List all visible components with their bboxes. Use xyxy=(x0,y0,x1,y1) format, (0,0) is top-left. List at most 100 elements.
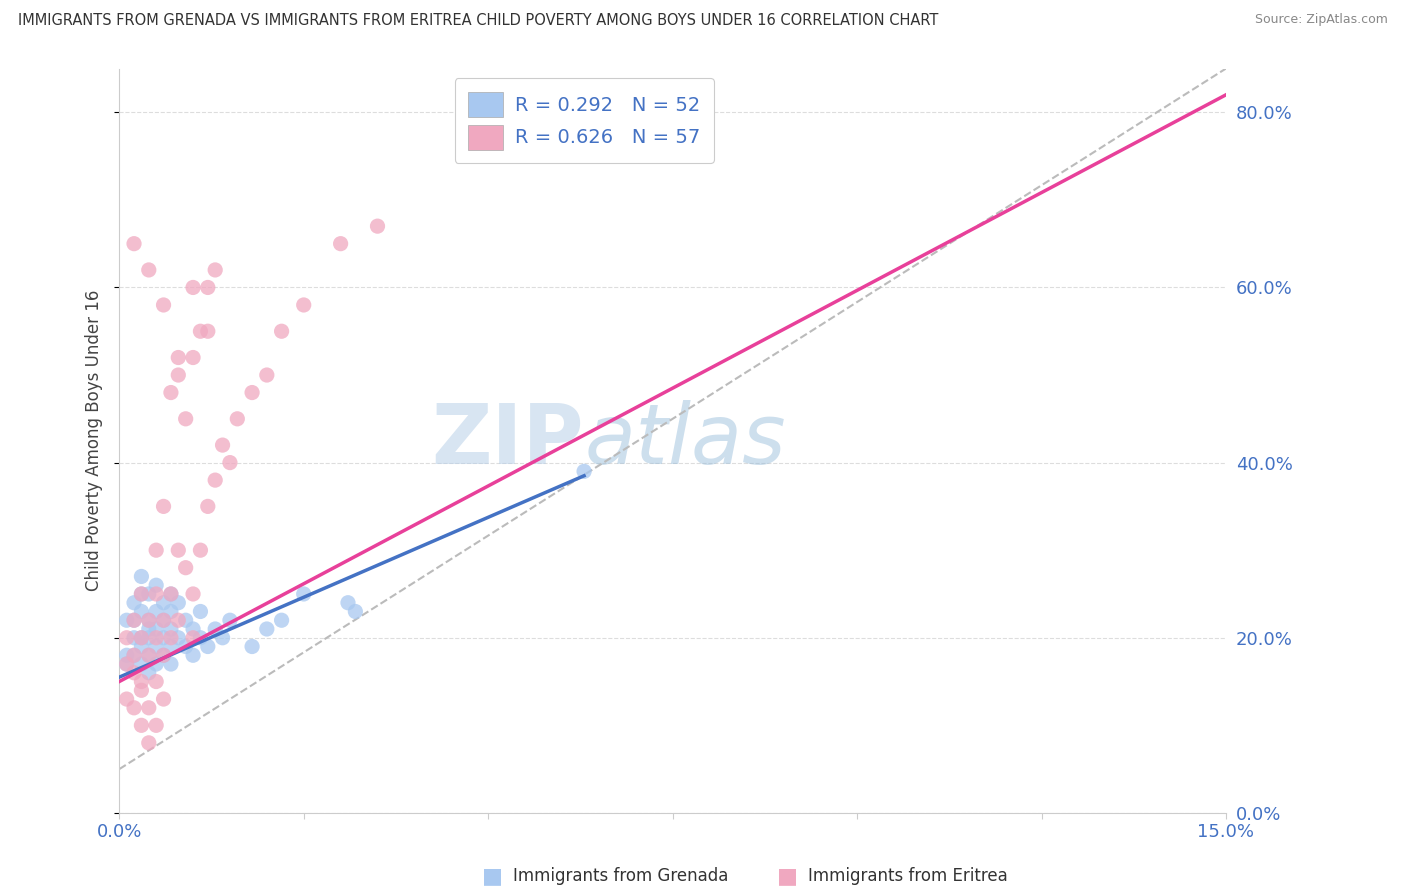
Point xyxy=(131,640,153,654)
Point xyxy=(256,622,278,636)
Point xyxy=(337,596,360,610)
Point xyxy=(115,657,138,671)
Point xyxy=(138,665,160,680)
Point xyxy=(270,613,292,627)
Point xyxy=(219,456,242,470)
Point xyxy=(292,298,315,312)
Point xyxy=(145,640,167,654)
Point xyxy=(122,236,145,251)
Point xyxy=(167,368,190,382)
Point xyxy=(329,236,352,251)
Point xyxy=(292,587,315,601)
Point xyxy=(122,596,145,610)
Point xyxy=(181,280,204,294)
Point xyxy=(211,631,233,645)
Point xyxy=(160,622,183,636)
Point xyxy=(152,596,174,610)
Point xyxy=(167,613,190,627)
Point xyxy=(145,605,167,619)
Point xyxy=(122,665,145,680)
Point xyxy=(160,605,183,619)
Legend: R = 0.292   N = 52, R = 0.626   N = 57: R = 0.292 N = 52, R = 0.626 N = 57 xyxy=(454,78,714,163)
Point xyxy=(270,324,292,338)
Point xyxy=(131,569,153,583)
Point xyxy=(204,473,226,487)
Point xyxy=(131,605,153,619)
Point xyxy=(152,613,174,627)
Point xyxy=(167,351,190,365)
Point xyxy=(204,263,226,277)
Point xyxy=(122,701,145,715)
Point xyxy=(138,622,160,636)
Point xyxy=(115,692,138,706)
Point xyxy=(131,587,153,601)
Point xyxy=(145,578,167,592)
Point xyxy=(181,631,204,645)
Point xyxy=(174,412,197,426)
Point xyxy=(138,701,160,715)
Text: ZIP: ZIP xyxy=(432,401,583,481)
Point xyxy=(122,648,145,663)
Point xyxy=(131,631,153,645)
Point xyxy=(152,298,174,312)
Point xyxy=(152,613,174,627)
Point xyxy=(160,385,183,400)
Point xyxy=(197,324,219,338)
Text: ■: ■ xyxy=(778,866,797,886)
Point xyxy=(145,718,167,732)
Point xyxy=(152,648,174,663)
Point xyxy=(122,613,145,627)
Point xyxy=(131,718,153,732)
Point xyxy=(160,587,183,601)
Text: Immigrants from Eritrea: Immigrants from Eritrea xyxy=(808,867,1008,885)
Point xyxy=(160,587,183,601)
Point xyxy=(138,613,160,627)
Point xyxy=(152,648,174,663)
Point xyxy=(145,622,167,636)
Point xyxy=(181,622,204,636)
Point xyxy=(115,631,138,645)
Point xyxy=(138,648,160,663)
Point xyxy=(226,412,249,426)
Point xyxy=(160,657,183,671)
Point xyxy=(167,631,190,645)
Point xyxy=(122,613,145,627)
Point xyxy=(174,560,197,574)
Point xyxy=(167,596,190,610)
Point xyxy=(145,587,167,601)
Point xyxy=(145,543,167,558)
Point xyxy=(181,648,204,663)
Point xyxy=(240,640,263,654)
Point xyxy=(152,631,174,645)
Point xyxy=(190,543,212,558)
Point xyxy=(167,543,190,558)
Point xyxy=(115,613,138,627)
Point xyxy=(174,613,197,627)
Point xyxy=(211,438,233,452)
Text: Source: ZipAtlas.com: Source: ZipAtlas.com xyxy=(1254,13,1388,27)
Point xyxy=(174,640,197,654)
Point xyxy=(197,500,219,514)
Point xyxy=(122,631,145,645)
Point xyxy=(190,324,212,338)
Point xyxy=(204,622,226,636)
Text: ■: ■ xyxy=(482,866,502,886)
Point xyxy=(145,657,167,671)
Text: Immigrants from Grenada: Immigrants from Grenada xyxy=(513,867,728,885)
Point xyxy=(138,263,160,277)
Point xyxy=(115,648,138,663)
Y-axis label: Child Poverty Among Boys Under 16: Child Poverty Among Boys Under 16 xyxy=(86,290,103,591)
Point xyxy=(138,587,160,601)
Point xyxy=(160,631,183,645)
Point xyxy=(115,657,138,671)
Point xyxy=(152,692,174,706)
Point xyxy=(138,613,160,627)
Point xyxy=(152,500,174,514)
Point xyxy=(131,631,153,645)
Point xyxy=(256,368,278,382)
Point xyxy=(181,351,204,365)
Point xyxy=(240,385,263,400)
Point xyxy=(138,736,160,750)
Point xyxy=(190,631,212,645)
Point xyxy=(122,648,145,663)
